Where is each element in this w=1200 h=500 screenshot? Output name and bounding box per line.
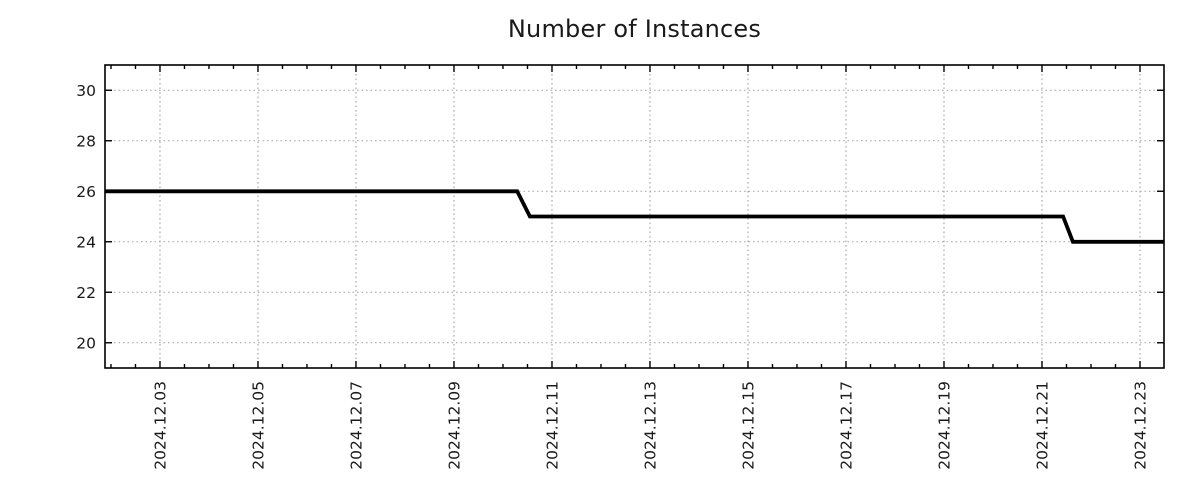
x-tick-label: 2024.12.13 — [642, 381, 660, 470]
x-tick-label: 2024.12.09 — [446, 381, 464, 470]
x-tick-label: 2024.12.17 — [838, 381, 856, 470]
y-tick-labels: 20 22 24 26 28 30 — [76, 82, 96, 353]
x-tick-labels: 2024.12.03 2024.12.05 2024.12.07 2024.12.09… — [152, 381, 1150, 470]
x-tick-label: 2024.12.21 — [1034, 381, 1052, 470]
x-tick-label: 2024.12.05 — [250, 381, 268, 470]
x-tick-label: 2024.12.23 — [1132, 381, 1150, 470]
y-tick-label: 28 — [76, 132, 96, 150]
x-tick-label: 2024.12.03 — [152, 381, 170, 470]
y-tick-label: 20 — [76, 334, 96, 352]
plot-frame — [104, 64, 1165, 369]
y-tick-label: 30 — [76, 82, 96, 100]
x-tick-label: 2024.12.15 — [740, 381, 758, 470]
y-tick-label: 22 — [76, 284, 96, 302]
x-tick-label: 2024.12.11 — [544, 381, 562, 470]
chart-title: Number of Instances — [507, 15, 762, 43]
series-line-instances — [105, 189, 1164, 244]
x-tick-label: 2024.12.07 — [348, 381, 366, 470]
y-tick-label: 24 — [76, 233, 96, 251]
x-tick-label: 2024.12.19 — [936, 381, 954, 470]
y-tick-label: 26 — [76, 183, 96, 201]
